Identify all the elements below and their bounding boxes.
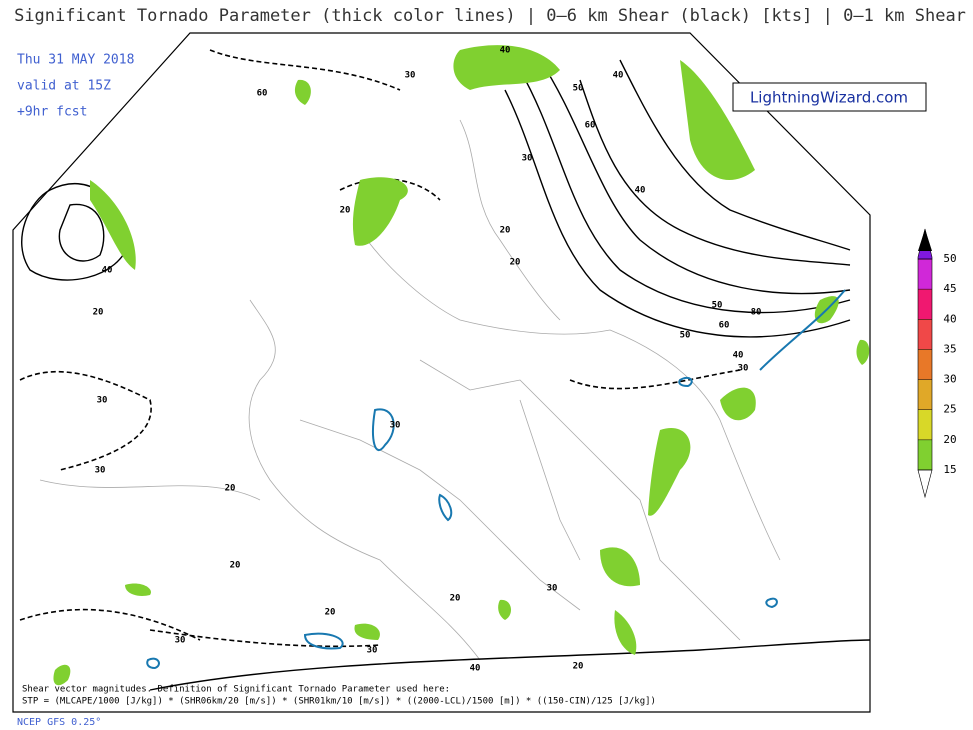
contour-label: 20 — [500, 226, 511, 236]
contour-label: 30 — [367, 646, 378, 656]
contour-label: 30 — [405, 71, 416, 81]
contour-label: 20 — [325, 608, 336, 618]
contour-label: 20 — [230, 561, 241, 571]
map: 30 60 40 50 60 40 30 20 20 20 40 40 50 60 80 50 40 30 20 30… — [12, 32, 871, 713]
date: Thu 31 MAY 2018 — [17, 53, 134, 68]
colorbar-label: 40 — [943, 312, 956, 325]
colorbar-label: 15 — [943, 463, 956, 476]
contour-label: 80 — [751, 308, 762, 318]
contour-label: 20 — [573, 662, 584, 672]
contour-label: 60 — [257, 89, 268, 99]
colorbar-segment — [918, 409, 932, 440]
contour-label: 20 — [225, 484, 236, 494]
colorbar-label: 45 — [943, 282, 956, 295]
colorbar-label: 20 — [943, 433, 956, 446]
contour-label: 40 — [500, 46, 511, 56]
contour-label: 40 — [733, 351, 744, 361]
colorbar-outline — [917, 258, 933, 471]
title: Significant Tornado Parameter (thick col… — [14, 6, 966, 26]
definition: Shear vector magnitudes. Definition of S… — [22, 685, 450, 695]
stp-fill — [53, 45, 870, 686]
colorbar-segment — [918, 289, 932, 320]
contour-label: 30 — [95, 466, 106, 476]
borders — [39, 119, 781, 661]
contour-label: 40 — [102, 266, 113, 276]
brand-box — [732, 82, 927, 112]
colorbar: 15 20 25 30 35 40 45 50 — [917, 228, 957, 499]
contour-labels: 30 60 40 50 60 40 30 20 20 20 40 40 50 60 80 50 40 30 20 30… — [93, 46, 762, 674]
contour-label: 50 — [680, 331, 691, 341]
contour-label: 50 — [573, 84, 584, 94]
colorbar-segment — [918, 349, 932, 380]
contour-label: 50 — [712, 301, 723, 311]
colorbar-over — [918, 229, 932, 251]
contour-label: 20 — [93, 308, 104, 318]
colorbar-label: 50 — [943, 252, 956, 265]
contour-label: 30 — [522, 154, 533, 164]
contour-label: 20 — [450, 594, 461, 604]
contour-label: 40 — [635, 186, 646, 196]
colorbar-label: 35 — [943, 342, 956, 355]
brand: LightningWizard.com — [750, 89, 908, 107]
colorbar-segment — [918, 439, 932, 470]
contour-label: 30 — [390, 421, 401, 431]
contour-label: 60 — [585, 121, 596, 131]
contour-label: 30 — [738, 364, 749, 374]
contour-label: 40 — [613, 71, 624, 81]
contour-label: 20 — [510, 258, 521, 268]
formula: STP = (MLCAPE/1000 [J/kg]) * (SHR06km/20… — [22, 697, 656, 707]
model: NCEP GFS 0.25° — [17, 717, 101, 728]
colorbar-label: 30 — [943, 373, 956, 386]
contour-label: 30 — [97, 396, 108, 406]
contour-label: 30 — [175, 636, 186, 646]
colorbar-segment — [918, 379, 932, 410]
colorbar-segment — [918, 259, 932, 290]
contour-label: 30 — [547, 584, 558, 594]
contour-label: 60 — [719, 321, 730, 331]
valid-time: valid at 15Z — [17, 79, 111, 94]
stp-contours — [146, 289, 846, 670]
forecast-hour: +9hr fcst — [17, 105, 87, 120]
contour-label: 20 — [340, 206, 351, 216]
colorbar-segment — [918, 319, 932, 350]
contour-label: 40 — [470, 664, 481, 674]
shear-contours — [19, 49, 871, 691]
colorbar-label: 25 — [943, 403, 956, 416]
colorbar-bottom — [917, 469, 933, 499]
